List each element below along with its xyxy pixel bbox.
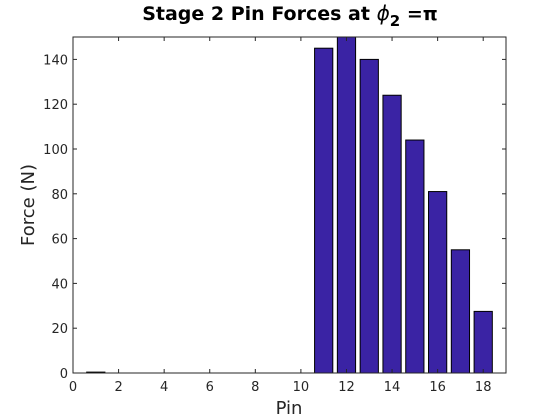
bar-pin-12 xyxy=(336,36,357,374)
bar-pin-11 xyxy=(314,47,334,374)
bars xyxy=(86,36,493,374)
x-tick-label-16: 16 xyxy=(429,380,446,395)
plot-box xyxy=(72,36,507,374)
y-tick-label-100: 100 xyxy=(43,143,68,158)
y-axis-label: Force (N) xyxy=(18,164,39,246)
chart-title: Stage 2 Pin Forces at ϕ2 =π xyxy=(142,1,438,30)
bar-pin-17 xyxy=(450,249,471,374)
y-tick-label-0: 0 xyxy=(60,367,68,382)
y-tick-label-40: 40 xyxy=(51,277,68,292)
bar-pin-13 xyxy=(359,58,379,374)
x-tick-label-4: 4 xyxy=(160,380,168,395)
title-suffix: =π xyxy=(400,3,438,25)
bar-pin-16 xyxy=(428,191,448,374)
x-tick-label-12: 12 xyxy=(338,380,355,395)
x-tick-label-10: 10 xyxy=(293,380,310,395)
x-tick-label-8: 8 xyxy=(251,380,259,395)
y-tick-label-20: 20 xyxy=(51,322,68,337)
title-phi-symbol: ϕ xyxy=(377,1,390,25)
y-tick-label-60: 60 xyxy=(51,233,68,248)
bar-pin-14 xyxy=(382,94,402,374)
x-tick-label-6: 6 xyxy=(206,380,214,395)
x-ticks: 0 2 4 6 8 10 12 14 16 18 xyxy=(69,37,492,395)
title-subscript: 2 xyxy=(390,12,400,30)
y-tick-label-140: 140 xyxy=(43,53,68,68)
y-ticks: 0 20 40 60 80 100 120 140 xyxy=(43,53,506,382)
x-tick-label-0: 0 xyxy=(69,380,77,395)
bar-pin-15 xyxy=(405,139,425,374)
x-tick-label-14: 14 xyxy=(384,380,401,395)
x-tick-label-18: 18 xyxy=(475,380,492,395)
bar-pin-18 xyxy=(473,310,493,374)
y-tick-label-120: 120 xyxy=(43,98,68,113)
y-tick-label-80: 80 xyxy=(51,188,68,203)
x-axis-label: Pin xyxy=(276,398,303,419)
x-tick-label-2: 2 xyxy=(114,380,122,395)
